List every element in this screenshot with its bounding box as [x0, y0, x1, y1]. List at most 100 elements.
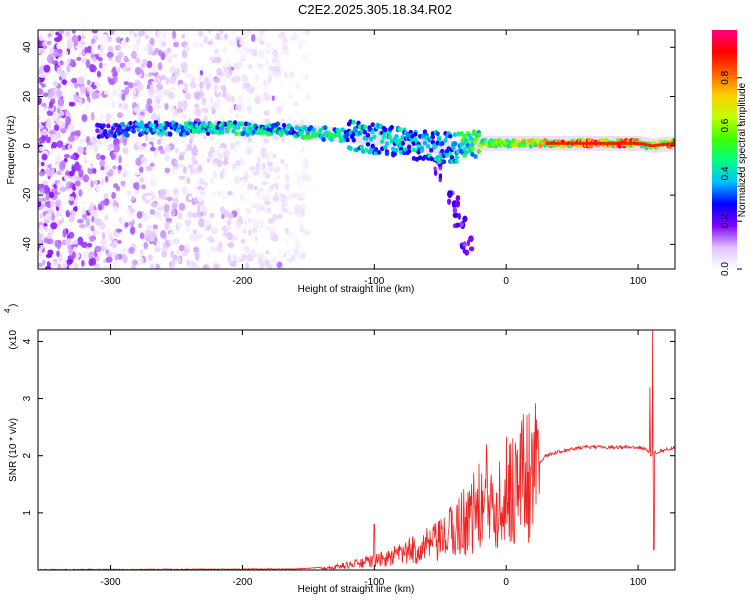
spectrogram-ridge-cell	[362, 124, 368, 130]
spectrogram-ridge-halo	[347, 128, 351, 144]
spectrogram-noise-cell	[210, 30, 216, 39]
spectrogram-noise-cell	[278, 194, 283, 203]
spectrogram-noise-cell	[299, 226, 306, 233]
spectrogram-noise-cell	[173, 160, 178, 165]
spectrogram-noise-cell	[135, 57, 141, 64]
spectrogram-ridge-cell	[345, 137, 350, 143]
spectrogram-noise-cell	[199, 42, 204, 48]
spectrogram-core-cell	[618, 141, 620, 145]
spectrogram-ridge-halo	[384, 132, 388, 148]
spectrogram-noise-cell	[274, 192, 278, 197]
spectrogram-noise-cell	[41, 153, 48, 161]
spectrogram-noise-cell	[267, 70, 273, 77]
spectrogram-core-cell	[623, 141, 625, 145]
spectrogram-noise-cell	[161, 250, 168, 258]
spectrogram-ridge-halo	[429, 138, 433, 154]
spectrogram-noise-cell	[300, 209, 305, 217]
spectrogram-noise-cell	[225, 73, 231, 79]
spectrogram-noise-cell	[164, 167, 171, 174]
spectrogram-noise-cell	[272, 153, 277, 159]
spectrogram-ridge-cell	[384, 151, 390, 157]
spectrogram-noise-cell	[288, 194, 294, 200]
spectrogram-noise-cell	[227, 241, 235, 248]
spectrogram-noise-cell	[147, 46, 154, 56]
spectrogram-noise-cell	[250, 248, 256, 258]
spectrogram-noise-cell	[212, 192, 217, 198]
spectrogram-noise-cell	[67, 245, 72, 250]
spectrogram-noise-cell	[64, 101, 69, 108]
spectrogram-ridge-cell	[308, 125, 314, 130]
spectrogram-noise-cell	[235, 112, 239, 119]
spectrogram-core-cell	[593, 141, 595, 145]
colorbar-tick-label: 0.8	[720, 70, 731, 84]
spectrogram-noise-cell	[75, 258, 79, 265]
spectrogram-noise-cell	[222, 47, 227, 54]
spectrogram-noise-cell	[38, 251, 43, 257]
spectrogram-noise-cell	[91, 216, 95, 223]
spectrogram-noise-cell	[42, 92, 49, 98]
spectrogram-core-cell	[557, 141, 559, 145]
spectrogram-noise-cell	[130, 50, 137, 60]
spectrogram-core-cell	[595, 141, 598, 145]
spectrogram-ridge-cell	[413, 131, 418, 137]
spectrogram-noise-cell	[145, 165, 153, 172]
spectrogram-noise-cell	[164, 221, 170, 231]
spectrogram-noise-cell	[224, 94, 232, 103]
spectrogram-noise-cell	[200, 159, 206, 164]
spectrogram-noise-cell	[212, 171, 216, 180]
spectrogram-noise-cell	[292, 236, 300, 243]
spectrogram-noise-cell	[245, 262, 250, 269]
spectrogram-noise-cell	[298, 220, 304, 226]
spectrogram-ridge-cell	[441, 159, 447, 165]
spectrogram-ridge-cell	[340, 127, 345, 133]
spectrogram-noise-cell	[238, 46, 245, 55]
spectrogram-core-cell	[668, 142, 670, 146]
x-tick-label: -300	[101, 577, 121, 588]
snr-y-scale-label: (x10	[8, 330, 19, 350]
spectrogram-noise-cell	[57, 48, 63, 54]
spectrogram-ridge-cell	[139, 120, 144, 126]
spectrogram-noise-cell	[194, 265, 200, 269]
spectrogram-noise-cell	[149, 208, 156, 215]
spectrogram-core-cell	[569, 141, 571, 145]
spectrogram-noise-cell	[112, 66, 117, 74]
spectrogram-noise-cell	[272, 135, 278, 141]
x-tick-label: -100	[364, 577, 384, 588]
spectrogram-noise-cell	[241, 74, 249, 83]
spectrogram-ridge-cell	[209, 122, 214, 128]
spectrogram-core-cell	[610, 141, 612, 145]
spectrogram-noise-cell	[79, 43, 86, 49]
spectrogram-noise-cell	[186, 143, 193, 152]
spectrogram-ridge-cell	[304, 126, 309, 132]
spectrogram-core-cell	[587, 141, 590, 145]
spectrogram-noise-cell	[63, 154, 70, 159]
spectrogram-noise-cell	[38, 114, 42, 120]
spectrogram-ridge-cell	[220, 125, 225, 131]
spectrogram-noise-cell	[157, 49, 163, 57]
spectrogram-noise-cell	[146, 60, 153, 69]
spectrogram-ridge-cell	[454, 155, 459, 160]
spectrogram-noise-cell	[46, 117, 52, 126]
spectrogram-noise-cell	[74, 102, 79, 108]
spectrogram-noise-cell	[109, 236, 114, 242]
spectrogram-noise-cell	[280, 100, 285, 109]
spectrogram-ridge-cell	[131, 128, 136, 134]
spectrogram-noise-cell	[178, 83, 185, 90]
spectrogram-noise-cell	[126, 160, 130, 168]
spectrogram-noise-cell	[107, 144, 112, 152]
spectrogram-noise-cell	[44, 225, 49, 233]
spectrogram-core-cell	[652, 144, 654, 148]
spectrogram-noise-cell	[201, 107, 209, 114]
spectrogram-noise-cell	[53, 261, 58, 266]
spectrogram-noise-cell	[97, 203, 103, 211]
spectrogram-noise-cell	[241, 153, 246, 158]
spectrogram-ridge-halo	[295, 123, 299, 139]
spectrogram-core-cell	[663, 143, 665, 147]
spectrogram-noise-cell	[170, 208, 176, 217]
spectrogram-noise-cell	[184, 154, 189, 162]
spectrogram-noise-cell	[87, 45, 92, 54]
spectrogram-noise-cell	[253, 185, 258, 191]
spectrogram-noise-cell	[186, 176, 191, 185]
spectrogram-noise-cell	[72, 246, 78, 252]
